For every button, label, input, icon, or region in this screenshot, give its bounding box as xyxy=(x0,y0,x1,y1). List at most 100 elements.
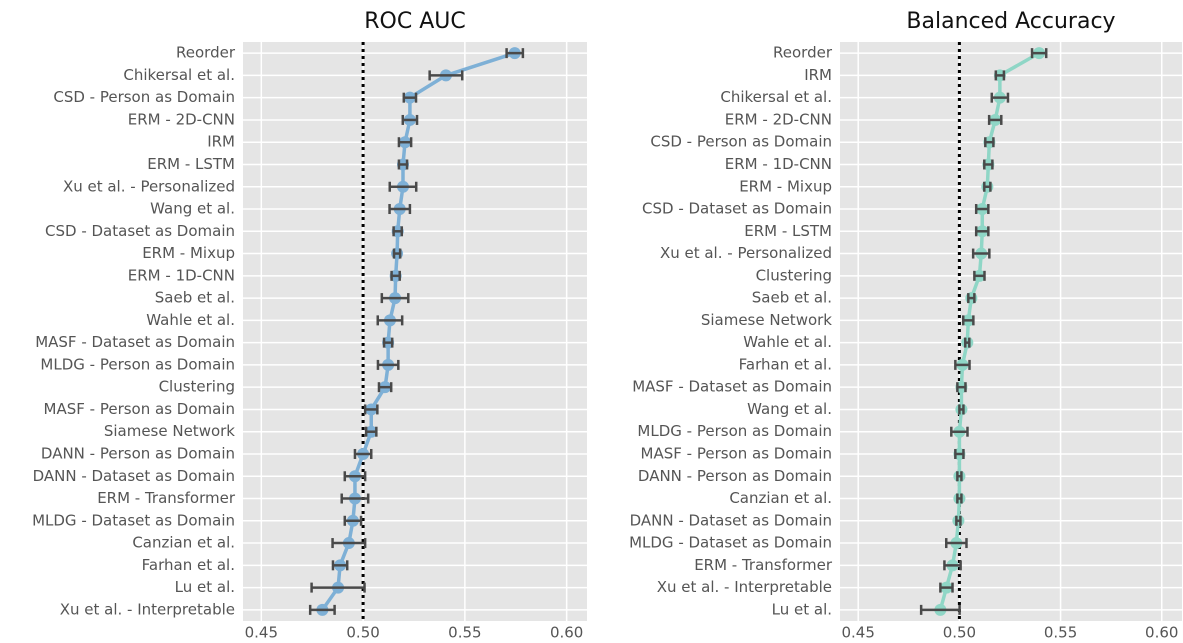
error-bar xyxy=(967,293,976,304)
y-tick-label: CSD - Dataset as Domain xyxy=(642,200,832,218)
chart-title: Balanced Accuracy xyxy=(906,9,1115,34)
x-tick-label: 0.60 xyxy=(550,624,583,642)
error-bar xyxy=(973,270,986,281)
y-tick-label: Canzian et al. xyxy=(729,489,832,507)
y-tick-label: MLDG - Dataset as Domain xyxy=(629,534,832,552)
error-bar xyxy=(956,493,963,504)
y-tick-label: ERM - Mixup xyxy=(739,177,832,195)
y-tick-label: Lu et al. xyxy=(175,578,235,596)
y-tick-label: CSD - Dataset as Domain xyxy=(45,222,235,240)
plot-area xyxy=(840,42,1182,621)
y-tick-label: Saeb et al. xyxy=(752,289,832,307)
y-tick-label: DANN - Dataset as Domain xyxy=(33,467,235,485)
y-tick-label: Clustering xyxy=(756,266,832,284)
y-tick-label: Wahle et al. xyxy=(146,311,235,329)
error-bar xyxy=(955,515,962,526)
y-tick-label: Chikersal et al. xyxy=(123,66,235,84)
error-bar xyxy=(974,226,990,237)
y-tick-label: Wang et al. xyxy=(150,200,235,218)
error-bar xyxy=(943,560,962,571)
error-bar xyxy=(376,359,400,370)
x-tick-label: 0.45 xyxy=(842,624,875,642)
y-tick-label: Farhan et al. xyxy=(739,355,832,373)
y-tick-label: ERM - 2D-CNN xyxy=(128,110,235,128)
error-bar xyxy=(364,426,378,437)
error-bar xyxy=(983,181,992,192)
error-bar xyxy=(1030,48,1048,59)
y-tick-label: ERM - Mixup xyxy=(142,244,235,262)
error-bar xyxy=(428,70,464,81)
x-tick-label: 0.60 xyxy=(1145,624,1178,642)
error-bar xyxy=(939,582,954,593)
y-tick-label: ERM - LSTM xyxy=(147,155,235,173)
x-tick-label: 0.55 xyxy=(1044,624,1077,642)
y-tick-label: Xu et al. - Personalized xyxy=(660,244,832,262)
chart-title: ROC AUC xyxy=(364,9,465,34)
error-bar xyxy=(954,359,971,370)
y-tick-label: MASF - Person as Domain xyxy=(641,444,832,462)
error-bar xyxy=(343,515,363,526)
error-bar xyxy=(343,471,367,482)
y-tick-label: MLDG - Dataset as Domain xyxy=(32,511,235,529)
error-bar xyxy=(944,538,968,549)
error-bar xyxy=(308,604,336,615)
error-bar xyxy=(956,471,963,482)
y-tick-label: CSD - Person as Domain xyxy=(650,133,832,151)
error-bar xyxy=(397,159,409,170)
error-bar xyxy=(363,404,379,415)
error-bar xyxy=(388,204,412,215)
y-tick-label: Canzian et al. xyxy=(132,534,235,552)
error-bar xyxy=(974,204,990,215)
error-bar xyxy=(950,426,969,437)
error-bar xyxy=(402,92,418,103)
y-tick-label: ERM - 1D-CNN xyxy=(725,155,832,173)
error-bar xyxy=(971,248,991,259)
error-bar xyxy=(380,293,410,304)
error-bar xyxy=(340,493,370,504)
error-bar xyxy=(919,604,961,615)
x-tick-label: 0.50 xyxy=(346,624,379,642)
plot-area xyxy=(243,42,587,621)
y-tick-label: Reorder xyxy=(773,44,833,62)
y-tick-label: Chikersal et al. xyxy=(720,88,832,106)
y-tick-label: DANN - Dataset as Domain xyxy=(630,511,832,529)
error-bar xyxy=(984,137,995,148)
y-tick-label: Farhan et al. xyxy=(142,556,235,574)
y-tick-label: IRM xyxy=(207,133,235,151)
y-tick-label: MASF - Dataset as Domain xyxy=(35,333,235,351)
y-tick-label: Siamese Network xyxy=(104,422,235,440)
error-bar xyxy=(376,315,404,326)
error-bar xyxy=(382,337,394,348)
error-bar xyxy=(983,159,994,170)
error-bar xyxy=(956,382,967,393)
y-tick-label: ERM - Transformer xyxy=(97,489,236,507)
error-bar xyxy=(990,92,1010,103)
y-tick-label: Wang et al. xyxy=(747,400,832,418)
y-tick-label: Lu et al. xyxy=(772,600,832,618)
y-tick-label: MASF - Dataset as Domain xyxy=(632,378,832,396)
error-bar xyxy=(401,114,419,125)
error-bar xyxy=(987,114,1003,125)
y-tick-label: Xu et al. - Personalized xyxy=(63,177,235,195)
error-bar xyxy=(961,315,975,326)
y-tick-label: Wahle et al. xyxy=(743,333,832,351)
y-tick-label: Clustering xyxy=(159,378,235,396)
x-tick-label: 0.45 xyxy=(245,624,278,642)
y-tick-label: Reorder xyxy=(176,44,236,62)
y-tick-label: Xu et al. - Interpretable xyxy=(60,600,235,618)
error-bar xyxy=(353,448,373,459)
error-bar xyxy=(331,538,367,549)
error-bar xyxy=(964,337,971,348)
error-bar xyxy=(392,248,402,259)
error-bar xyxy=(331,560,349,571)
y-tick-label: MASF - Person as Domain xyxy=(44,400,235,418)
y-tick-label: DANN - Person as Domain xyxy=(41,444,235,462)
error-bar xyxy=(392,226,404,237)
y-tick-label: DANN - Person as Domain xyxy=(638,467,832,485)
error-bar xyxy=(397,137,413,148)
error-bar xyxy=(958,404,965,415)
y-tick-label: ERM - 2D-CNN xyxy=(725,110,832,128)
error-bar xyxy=(994,70,1006,81)
